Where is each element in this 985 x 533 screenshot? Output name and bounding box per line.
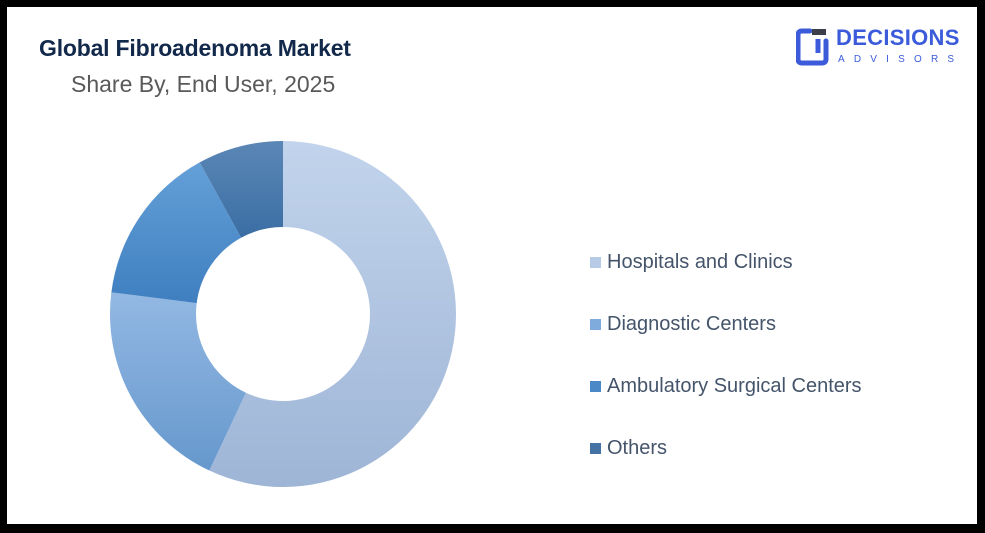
chart-legend: Hospitals and Clinics Diagnostic Centers… xyxy=(590,231,862,479)
donut-slice-others xyxy=(199,141,283,238)
donut-slices xyxy=(109,141,456,487)
chart-subtitle: Share By, End User, 2025 xyxy=(71,71,336,97)
donut-slice-ambulatory-surgical-centers xyxy=(111,162,242,304)
legend-swatch-icon xyxy=(590,318,601,330)
legend-swatch-icon xyxy=(590,256,601,268)
legend-label: Diagnostic Centers xyxy=(607,312,776,335)
legend-swatch-icon xyxy=(590,380,601,392)
legend-swatch-icon xyxy=(590,442,601,454)
legend-item-ambulatory-surgical-centers: Ambulatory Surgical Centers xyxy=(590,355,862,417)
legend-label: Hospitals and Clinics xyxy=(607,250,793,273)
legend-item-diagnostic-centers: Diagnostic Centers xyxy=(590,293,862,355)
donut-slice-hospitals-and-clinics xyxy=(209,141,456,487)
chart-card: Global Fibroadenoma Market Share By, End… xyxy=(7,7,977,524)
legend-item-others: Others xyxy=(590,417,862,479)
decisions-advisors-logo: DECISIONS ADVISORS xyxy=(796,23,966,69)
legend-item-hospitals-and-clinics: Hospitals and Clinics xyxy=(590,231,862,293)
legend-label: Ambulatory Surgical Centers xyxy=(607,374,862,397)
legend-label: Others xyxy=(607,436,668,459)
donut-slice-diagnostic-centers xyxy=(109,292,246,471)
logo-mark-icon xyxy=(796,28,829,66)
chart-title: Global Fibroadenoma Market xyxy=(39,35,351,61)
logo-name: DECISIONS xyxy=(836,25,960,50)
logo-tagline: ADVISORS xyxy=(838,54,964,65)
donut-chart xyxy=(109,141,456,487)
